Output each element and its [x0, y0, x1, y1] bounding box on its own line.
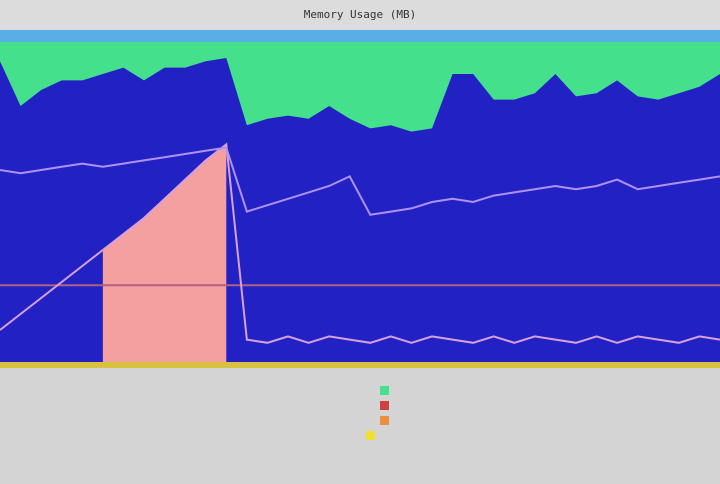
legend-swatch: [380, 401, 389, 410]
bottom-strip: [0, 362, 720, 368]
legend-swatch: [380, 386, 389, 395]
top-band: [0, 30, 720, 42]
area: [102, 144, 227, 362]
line: [0, 142, 720, 344]
window-title: Memory Usage (MB): [304, 8, 417, 21]
line: [0, 146, 720, 216]
legend-swatch: [366, 431, 375, 440]
legend-swatch: [380, 416, 389, 425]
title-bar: [0, 0, 720, 30]
plot: [0, 42, 720, 362]
stats-panel: [0, 368, 720, 480]
